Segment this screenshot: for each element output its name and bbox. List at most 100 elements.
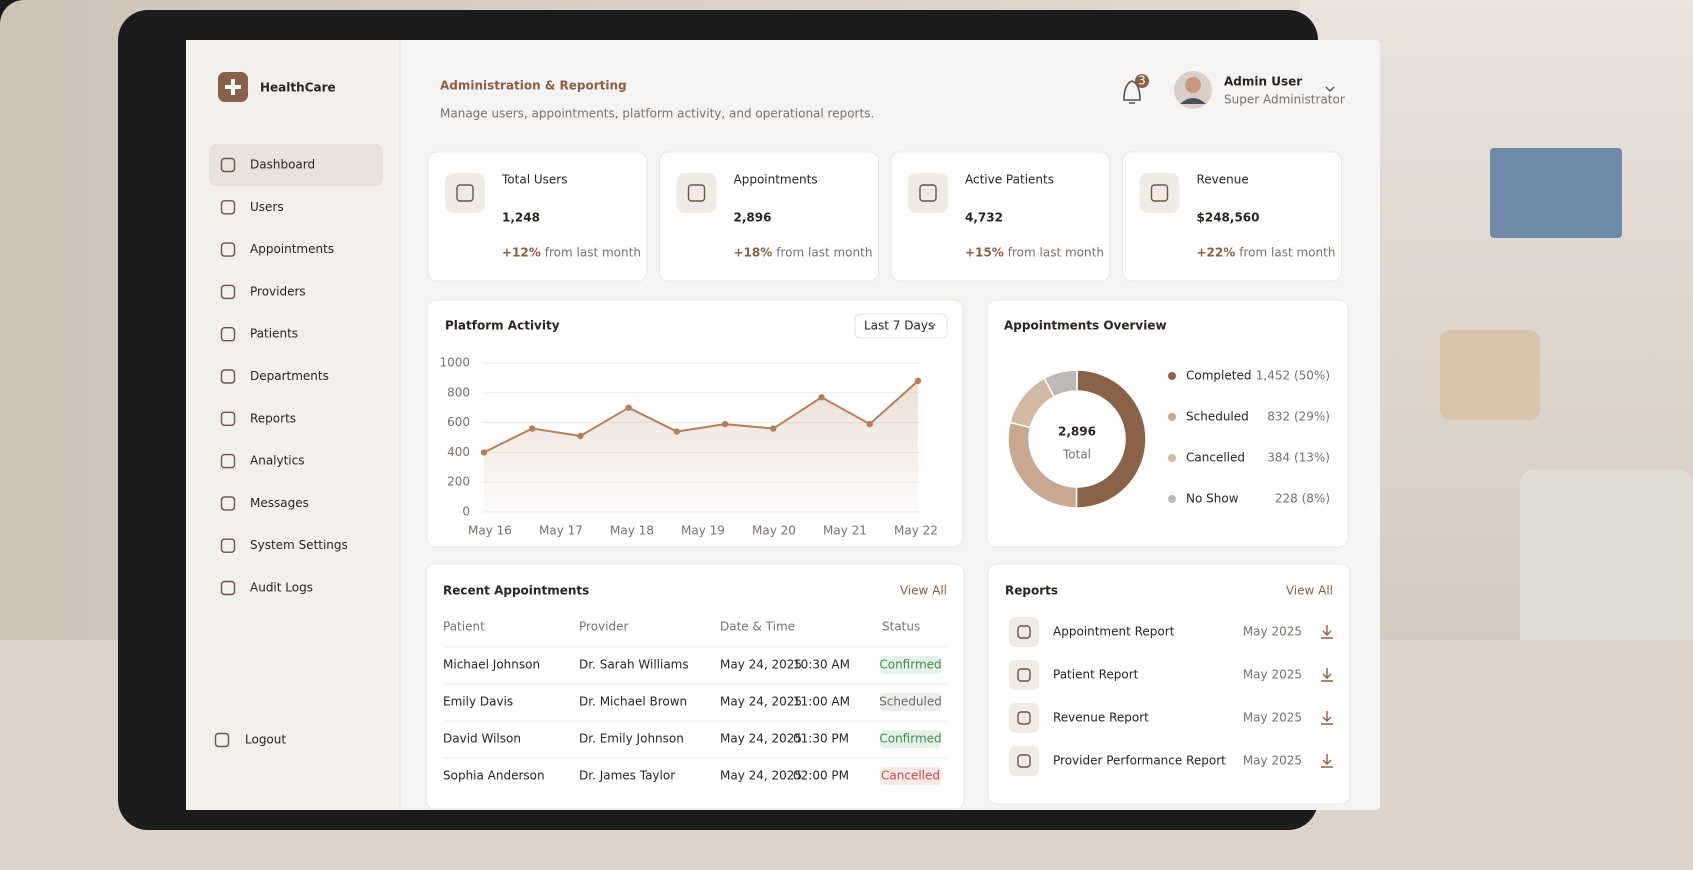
- cell-patient: Emily Davis: [443, 695, 513, 709]
- nav-item[interactable]: Dashboard: [250, 158, 315, 172]
- stat-icon: [1150, 184, 1169, 202]
- activity-point: [818, 394, 825, 401]
- report-icon: [1017, 754, 1031, 768]
- report-name[interactable]: Appointment Report: [1053, 625, 1175, 639]
- stat-icon-box: [676, 173, 717, 213]
- download-icon[interactable]: [1321, 625, 1333, 639]
- donut-segment: [1075, 369, 1147, 509]
- report-icon: [1017, 625, 1031, 639]
- cell-time: 02:00 PM: [793, 769, 849, 783]
- donut-segment: [1043, 369, 1078, 398]
- avatar-body: [1180, 98, 1206, 104]
- stat-icon: [687, 184, 706, 202]
- stat-change: +15%: [965, 246, 1004, 260]
- recent-view-all[interactable]: View All: [900, 584, 947, 598]
- report-name[interactable]: Provider Performance Report: [1053, 754, 1226, 768]
- nav-item[interactable]: Patients: [250, 327, 298, 341]
- status-badge: [880, 656, 941, 674]
- column-header: Status: [882, 620, 920, 634]
- nav-icon: [220, 327, 236, 342]
- download-icon[interactable]: [1321, 754, 1333, 768]
- y-tick-label: 400: [447, 445, 470, 459]
- reports-title: Reports: [1005, 584, 1058, 598]
- legend-dot: [1168, 454, 1176, 462]
- x-tick-label: May 16: [468, 524, 512, 538]
- nav-item[interactable]: Messages: [250, 496, 309, 510]
- logout-icon: [214, 732, 230, 748]
- nav-item[interactable]: Users: [250, 200, 284, 214]
- cell-date: May 24, 2025: [720, 732, 802, 746]
- y-tick-label: 200: [447, 475, 470, 489]
- nav-item[interactable]: Departments: [250, 369, 329, 383]
- nav-item[interactable]: Audit Logs: [250, 581, 313, 595]
- nav-item[interactable]: Reports: [250, 411, 296, 425]
- stat-label: Revenue: [1197, 173, 1249, 187]
- activity-line: [483, 380, 919, 454]
- nav-item[interactable]: Appointments: [250, 242, 334, 256]
- bell-icon[interactable]: [1123, 80, 1141, 104]
- report-icon-box: [1009, 617, 1039, 647]
- report-icon-box: [1009, 746, 1039, 776]
- download-icon[interactable]: [1321, 711, 1333, 725]
- nav-icon: [220, 369, 236, 384]
- nav-item[interactable]: System Settings: [250, 538, 348, 552]
- cell-patient: Sophia Anderson: [443, 769, 545, 783]
- status-text: Confirmed: [879, 732, 941, 746]
- wall-monitor: [1490, 148, 1622, 238]
- report-icon: [1017, 711, 1031, 725]
- stat-note: from last month: [1239, 246, 1335, 260]
- report-date: May 2025: [1243, 625, 1302, 639]
- cell-time: 10:30 AM: [793, 658, 850, 672]
- stat-icon-box: [908, 173, 948, 213]
- x-tick-label: May 19: [681, 524, 725, 538]
- activity-point: [625, 404, 632, 411]
- download-icon[interactable]: [1321, 668, 1333, 682]
- x-tick-label: May 21: [823, 524, 867, 538]
- brand: HealthCare: [260, 81, 336, 95]
- range-select[interactable]: [854, 313, 948, 339]
- cell-date: May 24, 2025: [720, 695, 802, 709]
- x-tick-label: May 17: [539, 524, 583, 538]
- activity-point: [914, 377, 922, 385]
- nav-logout[interactable]: Logout: [245, 733, 286, 747]
- stat-note: from last month: [1008, 246, 1104, 260]
- stat-value: $248,560: [1197, 211, 1260, 225]
- nav-item[interactable]: Analytics: [250, 454, 305, 468]
- stat-icon: [456, 184, 474, 202]
- stat-label: Active Patients: [965, 173, 1054, 187]
- legend-dot: [1168, 372, 1176, 380]
- stat-label: Appointments: [734, 173, 818, 187]
- column-header: Date & Time: [720, 620, 795, 634]
- donut-total: 2,896: [1058, 425, 1096, 439]
- reports-view-all[interactable]: View All: [1286, 584, 1333, 598]
- status-badge: [880, 693, 941, 711]
- activity-point: [529, 425, 536, 432]
- stat-change: +22%: [1197, 246, 1236, 260]
- report-name[interactable]: Patient Report: [1053, 668, 1139, 682]
- user-role: Super Administrator: [1224, 93, 1345, 107]
- recent-card: [425, 563, 965, 810]
- notification-badge: [1135, 74, 1149, 88]
- report-name[interactable]: Revenue Report: [1053, 711, 1149, 725]
- nav-icon: [220, 284, 236, 300]
- cell-time: 11:00 AM: [793, 695, 850, 709]
- nav-icon: [220, 242, 236, 257]
- legend-value: 228 (8%): [1275, 492, 1330, 506]
- chair: [1440, 330, 1540, 420]
- logo-cross: [225, 79, 241, 95]
- range-label: Last 7 Days: [864, 319, 934, 333]
- y-tick-label: 600: [447, 415, 470, 429]
- reports-card: [987, 563, 1351, 805]
- nav-item[interactable]: Providers: [250, 284, 306, 298]
- stat-icon-box: [445, 173, 485, 213]
- y-tick-label: 0: [462, 505, 470, 519]
- user-name: Admin User: [1224, 75, 1302, 89]
- activity-point: [577, 432, 584, 440]
- report-date: May 2025: [1243, 711, 1302, 725]
- nav-icon: [220, 496, 236, 511]
- stat-change: +12%: [502, 246, 541, 260]
- activity-point: [770, 425, 777, 432]
- nav-active: [209, 144, 383, 186]
- user-menu-chevron[interactable]: [1325, 86, 1335, 92]
- legend-name: No Show: [1186, 492, 1239, 506]
